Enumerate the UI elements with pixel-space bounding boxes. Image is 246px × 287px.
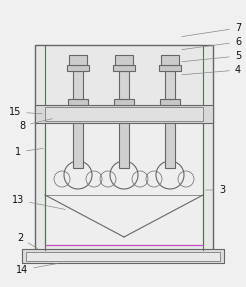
Bar xyxy=(67,65,89,71)
Bar xyxy=(35,105,213,123)
Text: 6: 6 xyxy=(182,37,241,50)
Bar xyxy=(159,65,181,71)
Bar xyxy=(73,71,83,99)
Bar xyxy=(113,65,135,71)
Bar xyxy=(26,252,220,261)
Text: 5: 5 xyxy=(182,51,241,62)
Text: 15: 15 xyxy=(9,107,42,117)
Bar xyxy=(45,107,203,121)
Bar xyxy=(114,99,134,105)
Text: 3: 3 xyxy=(206,185,225,195)
Bar xyxy=(22,249,224,263)
Bar xyxy=(115,55,133,65)
Bar xyxy=(119,71,129,99)
Bar xyxy=(73,123,83,168)
Bar xyxy=(69,55,87,65)
Bar xyxy=(35,45,213,250)
Text: 1: 1 xyxy=(15,147,43,157)
Bar xyxy=(165,123,175,168)
Text: 4: 4 xyxy=(182,65,241,75)
Bar xyxy=(165,71,175,99)
Text: 13: 13 xyxy=(12,195,65,210)
Text: 2: 2 xyxy=(17,233,38,249)
Text: 14: 14 xyxy=(16,263,57,275)
Bar xyxy=(161,55,179,65)
Text: 8: 8 xyxy=(19,119,52,131)
Bar xyxy=(45,120,203,245)
Bar xyxy=(119,123,129,168)
Text: 7: 7 xyxy=(182,23,241,36)
Bar xyxy=(68,99,88,105)
Bar xyxy=(160,99,180,105)
